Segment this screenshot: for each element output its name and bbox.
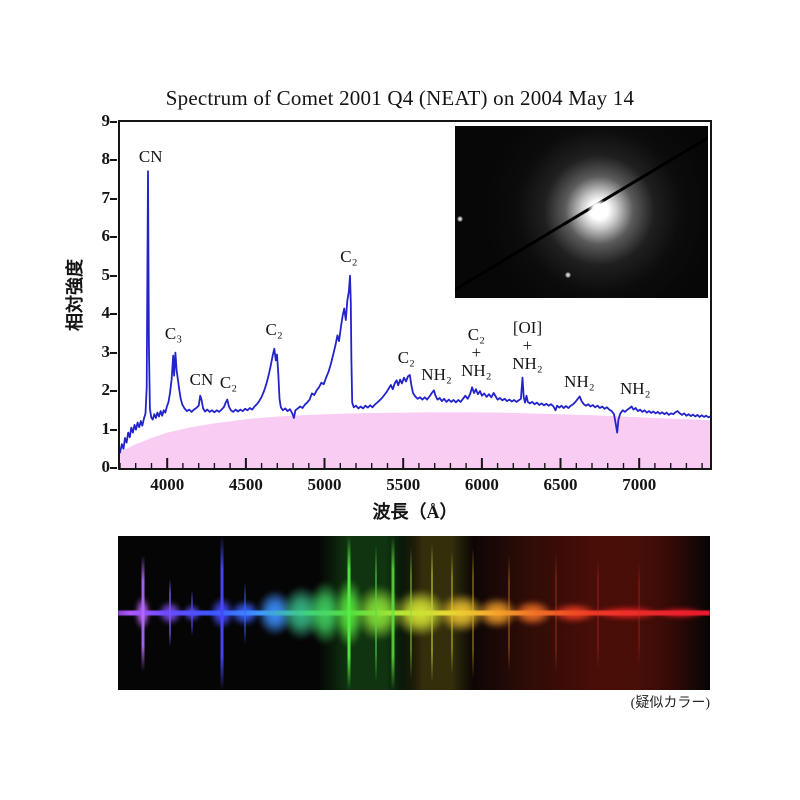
peak-label-cn: CN [138,147,163,167]
y-tick-mark [110,467,117,469]
y-tick-mark [110,197,117,200]
y-tick-label: 6 [101,226,111,246]
peak-label-oinh: [OI] + NH₂ [512,318,543,373]
x-axis-tick-marks [120,458,703,468]
peak-label-c: C₂ [265,320,283,340]
peak-label-nh: NH₂ [421,365,452,385]
x-tick-label: 6000 [464,475,499,494]
chart-title: Spectrum of Comet 2001 Q4 (NEAT) on 2004… [165,86,635,110]
y-tick-mark [110,121,117,123]
x-tick-label: 4500 [228,475,263,494]
strip-caption: (疑似カラー) [630,696,710,711]
y-tick-mark [110,274,117,277]
strip-vertical-line [637,559,640,667]
y-tick-label: 4 [101,303,111,323]
strip-vertical-line [374,543,377,683]
y-tick-label: 3 [101,341,111,361]
peak-label-nh: NH₂ [564,372,595,392]
y-tick-label: 7 [101,187,111,207]
strip-vertical-line [507,555,510,671]
strip-vertical-line [347,536,351,690]
strip-vertical-line [169,578,172,648]
strip-vertical-line [451,551,454,675]
y-tick-mark [110,428,117,431]
spectrum-plot: CN C₃ CN C₂ C₂ C₂ C₂ NH₂ C₂ + NH₂ [OI] + NH₂ NH₂ NH… [118,120,712,470]
x-tick-label: 4000 [150,475,185,494]
peak-label-c: C₃ [164,324,183,344]
strip-vertical-line [391,536,395,690]
y-tick-label: 8 [101,149,111,169]
x-axis-label: 波長（Å） [372,502,458,522]
comet-nucleus-core [587,199,609,219]
strip-vertical-line [472,547,475,679]
strip-vertical-line [410,547,413,679]
peak-label-nh: NH₂ [620,379,651,399]
y-tick-label: 2 [101,380,111,400]
comet-photo-inset [455,126,708,298]
strip-vertical-line [596,555,599,671]
spectrum-chart [120,170,710,468]
y-tick-mark [110,159,117,162]
strip-vertical-line [191,589,193,637]
star-dot [457,216,463,222]
continuum-fill-area [120,412,710,468]
y-tick-mark [110,351,117,354]
strip-vertical-line [141,555,145,671]
strip-vertical-line [244,582,247,644]
strip-emission-lines [118,536,710,690]
y-tick-label: 1 [101,418,111,438]
y-tick-label: 9 [101,111,111,130]
x-tick-label: 6500 [543,475,578,494]
y-tick-label: 5 [101,264,111,284]
spectrum-line [120,170,710,454]
peak-label-cn: CN [189,370,214,390]
peak-label-cnh: C₂ + NH₂ [461,325,492,380]
star-dot [565,272,571,278]
x-tick-label: 5500 [386,475,421,494]
peak-label-c: C₂ [219,373,238,393]
x-tick-label: 5000 [307,475,342,494]
strip-vertical-line [220,536,224,690]
strip-continuum-band [118,610,710,616]
pseudo-color-spectrum-strip [118,536,710,690]
strip-vertical-line [430,543,433,683]
x-tick-label: 7000 [622,475,657,494]
peak-label-c: C₂ [340,247,358,267]
y-tick-label: 0 [101,457,111,476]
y-tick-mark [110,313,117,316]
strip-vertical-line [555,551,558,675]
peak-label-c: C₂ [397,348,415,368]
y-axis-label: 相対強度 [65,259,85,331]
y-tick-mark [110,236,117,239]
y-tick-mark [110,390,117,393]
